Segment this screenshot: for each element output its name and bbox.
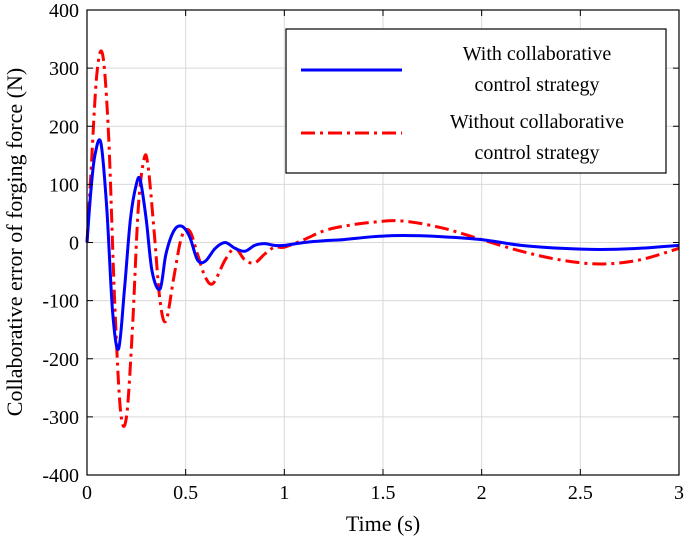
x-tick-label: 2 [477,482,487,504]
y-tick-label: 0 [69,233,79,255]
x-tick-label: 0 [82,482,92,504]
y-axis-title: Collaborative error of forging force (N) [2,68,27,416]
y-tick-labels: -400 -300 -200 -100 0 100 200 300 400 [42,0,79,487]
y-tick-label: 400 [49,0,79,22]
x-axis-title: Time (s) [346,511,420,536]
x-tick-label: 1.5 [371,482,396,504]
series-layer [85,49,680,428]
axis-ticks [86,9,680,476]
legend-box [285,28,667,174]
legend-label-with-strategy-line1: With collaborative [463,43,612,65]
y-tick-label: -400 [42,465,79,487]
x-tick-label: 2.5 [568,482,593,504]
y-tick-label: -300 [42,407,79,429]
legend: With collaborative control strategy With… [285,28,667,174]
x-tick-label: 1 [279,482,289,504]
y-tick-label: 300 [49,58,79,80]
legend-label-without-strategy-line2: control strategy [475,142,600,164]
x-tick-label: 3 [674,482,684,504]
y-tick-label: 100 [49,174,79,196]
y-tick-label: 200 [49,116,79,138]
series-without-strategy-line [85,49,680,428]
x-tick-labels: 0 0.5 1 1.5 2 2.5 3 [82,482,684,504]
x-tick-label: 0.5 [173,482,198,504]
series-with-strategy-line [85,138,680,351]
legend-label-with-strategy-line2: control strategy [475,74,600,96]
y-tick-label: -200 [42,349,79,371]
legend-label-without-strategy-line1: Without collaborative [450,111,624,133]
y-tick-label: -100 [42,291,79,313]
